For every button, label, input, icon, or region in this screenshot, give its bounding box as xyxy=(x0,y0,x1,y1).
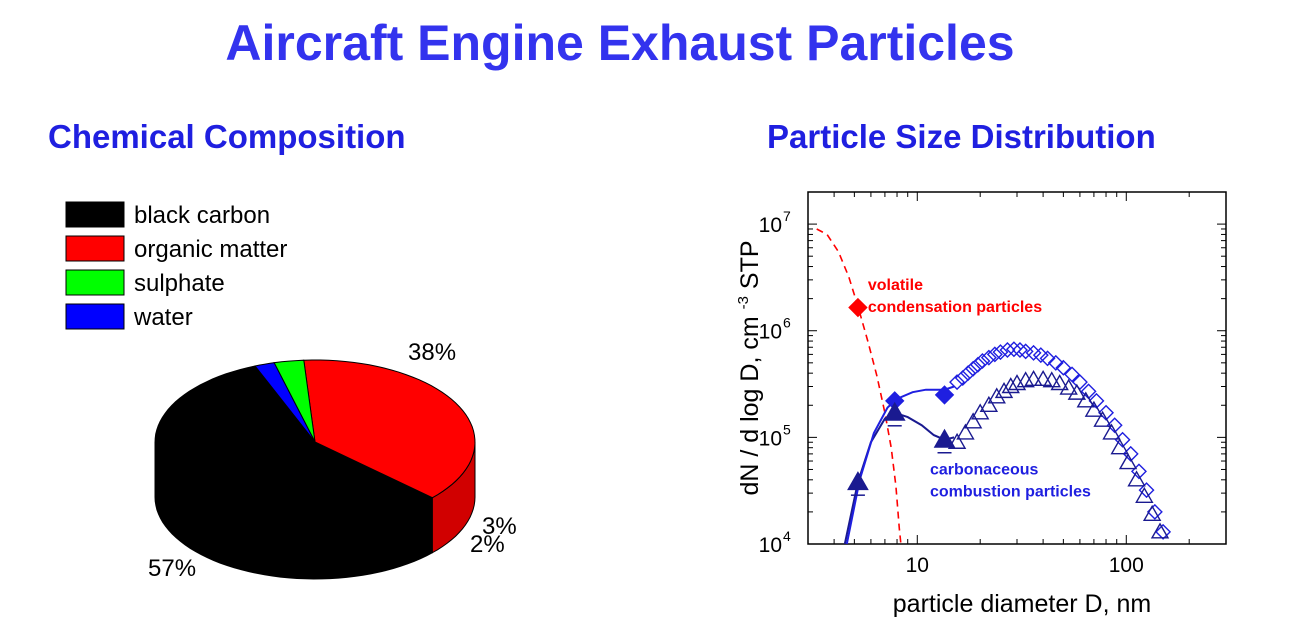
data-point-triangle xyxy=(1016,371,1035,388)
pie-slice-black-carbon xyxy=(154,365,434,525)
data-point-diamond xyxy=(954,370,971,387)
data-point-triangle xyxy=(1118,453,1138,470)
data-point-diamond xyxy=(999,341,1016,358)
data-point-triangle xyxy=(1110,438,1129,455)
data-point-triangle xyxy=(1127,470,1146,487)
legend-label-sulphate: sulphate xyxy=(134,270,225,297)
pie-slice-organic-matter xyxy=(303,359,476,499)
data-point-triangle xyxy=(979,395,999,412)
data-point-triangle xyxy=(1024,369,1043,387)
annotation-carbonaceous: carbonaceous xyxy=(930,461,1039,478)
y-tick-exponent: 5 xyxy=(783,421,791,437)
data-point-diamond xyxy=(1064,366,1081,383)
data-point-diamond xyxy=(1039,350,1056,367)
x-axis-label: particle diameter D, nm xyxy=(893,590,1151,618)
data-point-triangle xyxy=(963,412,983,429)
data-point-triangle xyxy=(1102,423,1121,440)
pie-value-black-carbon: 57% xyxy=(148,555,196,582)
data-point-triangle xyxy=(1076,391,1095,408)
y-tick-label: 10 xyxy=(759,427,782,450)
data-point-diamond xyxy=(1098,404,1115,421)
data-point-triangle xyxy=(1042,371,1061,388)
y-tick-label: 10 xyxy=(759,214,782,237)
annotation-volatile: volatile xyxy=(868,277,923,294)
data-point-triangle xyxy=(1001,377,1020,394)
data-point-triangle xyxy=(883,401,906,421)
legend-swatch-black-carbon xyxy=(65,201,125,228)
x-tick-label: 100 xyxy=(1109,554,1144,577)
data-point-triangle xyxy=(1033,369,1053,387)
data-point-diamond xyxy=(980,349,997,366)
data-point-triangle xyxy=(947,432,967,449)
data-point-triangle xyxy=(1142,504,1162,521)
legend-label-organic-matter: organic matter xyxy=(134,236,287,263)
data-point-diamond xyxy=(1011,341,1028,358)
x-tick-label: 10 xyxy=(906,554,929,577)
data-point-diamond xyxy=(974,353,991,370)
data-point-triangle xyxy=(1059,378,1078,395)
data-point-diamond xyxy=(960,365,977,382)
data-point-diamond xyxy=(949,374,966,391)
volatile-fit-line xyxy=(816,228,902,544)
data-point-triangle xyxy=(1050,374,1069,391)
data-point-triangle xyxy=(933,428,956,448)
data-point-triangle xyxy=(1150,522,1170,539)
data-point-triangle xyxy=(1007,374,1027,391)
data-point-triangle xyxy=(1084,400,1104,417)
data-point-diamond xyxy=(992,344,1009,361)
y-tick-label: 10 xyxy=(759,534,782,557)
annotation-combustion-particles: combustion particles xyxy=(930,483,1091,500)
data-point-diamond xyxy=(1005,341,1022,358)
pie-value-sulphate: 3% xyxy=(482,513,517,540)
data-point-diamond xyxy=(1155,523,1172,540)
data-point-triangle xyxy=(1067,383,1087,400)
data-point-triangle xyxy=(994,381,1014,399)
y-tick-exponent: 6 xyxy=(783,315,791,331)
annotation-condensation-particles: condensation particles xyxy=(868,299,1042,316)
data-point-diamond xyxy=(986,346,1003,363)
y-tick-label: 10 xyxy=(759,321,782,344)
y-tick-exponent: 4 xyxy=(783,528,791,544)
legend-label-black-carbon: black carbon xyxy=(134,202,270,229)
chemical-composition-title: Chemical Composition xyxy=(48,118,406,155)
data-point-diamond xyxy=(934,385,955,405)
data-point-diamond xyxy=(1032,347,1049,364)
data-point-diamond xyxy=(1047,354,1064,371)
data-point-triangle xyxy=(956,423,975,440)
pie-value-water: 2% xyxy=(470,531,505,558)
data-point-triangle xyxy=(1093,410,1112,427)
pie-chart: black carbon organic matter sulphate water 5… xyxy=(65,201,517,582)
data-point-triangle xyxy=(987,387,1006,404)
pie-value-organic-matter: 38% xyxy=(408,339,456,366)
data-point-diamond xyxy=(965,360,982,377)
pie-slice-water xyxy=(254,362,316,443)
y-axis-label: dN / d log D, cm -3 STP xyxy=(735,240,764,495)
size-distribution-title: Particle Size Distribution xyxy=(767,118,1156,155)
data-point-diamond xyxy=(1138,482,1155,499)
plot-area xyxy=(816,228,1172,544)
legend-label-water: water xyxy=(133,304,193,331)
data-point-diamond xyxy=(1106,417,1123,434)
data-point-diamond xyxy=(1055,359,1072,376)
page-title: Aircraft Engine Exhaust Particles xyxy=(225,15,1015,71)
data-point-diamond xyxy=(848,297,868,318)
legend-swatch-water xyxy=(65,303,125,330)
legend-swatch-sulphate xyxy=(65,269,125,296)
data-point-triangle xyxy=(1135,486,1154,504)
legend-swatch-organic-matter xyxy=(65,235,125,262)
data-point-triangle xyxy=(847,471,869,491)
data-point-diamond xyxy=(1071,374,1088,391)
y-tick-exponent: 7 xyxy=(783,208,791,224)
data-point-diamond xyxy=(969,356,986,373)
